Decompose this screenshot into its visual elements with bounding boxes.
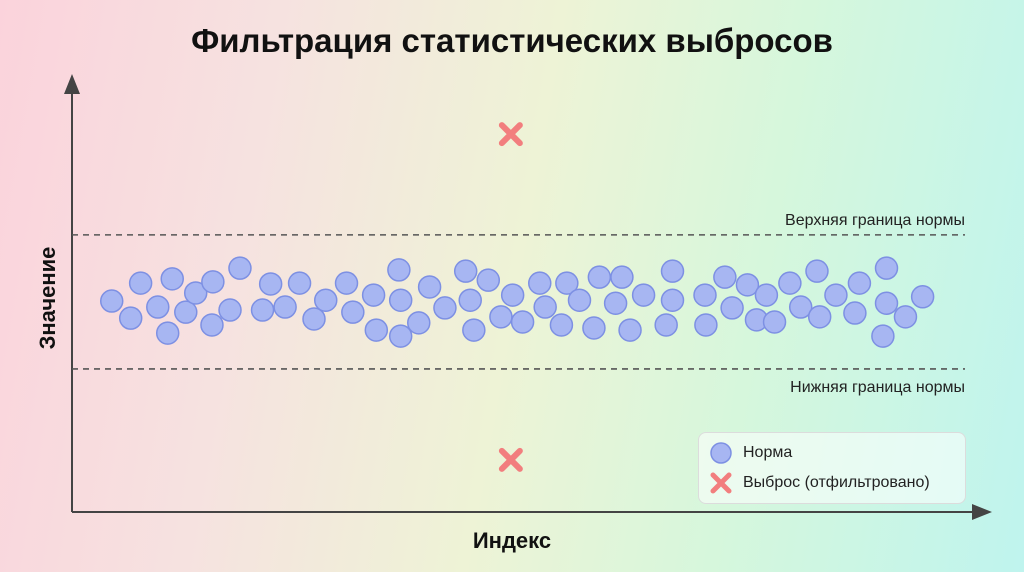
normal-point [582, 316, 606, 340]
normal-point [453, 259, 478, 283]
y-axis-label: Значение [35, 247, 60, 350]
normal-point [407, 311, 431, 335]
cross-marker-icon [710, 472, 732, 494]
normal-point [567, 288, 592, 312]
normal-point [762, 310, 787, 334]
normal-point [258, 272, 283, 296]
normal-point [807, 305, 832, 329]
normal-point [843, 301, 867, 325]
normal-point [847, 271, 872, 295]
legend-item-normal: Норма [709, 441, 792, 465]
normal-point [660, 288, 685, 312]
normal-point [874, 256, 899, 280]
normal-point [364, 318, 389, 342]
normal-point [476, 268, 501, 292]
normal-point [693, 283, 717, 307]
normal-point [458, 288, 482, 312]
normal-point [510, 310, 535, 334]
upper-bound-label: Верхняя граница нормы [785, 212, 965, 229]
normal-point [489, 305, 513, 329]
normal-point [183, 281, 208, 305]
x-axis-label: Индекс [473, 528, 551, 553]
normal-point [528, 271, 552, 295]
normal-point [618, 318, 642, 342]
normal-point [788, 295, 813, 319]
normal-point [146, 295, 170, 319]
legend-label: Норма [743, 444, 793, 461]
normal-point [587, 265, 612, 289]
normal-point [462, 318, 486, 342]
normal-point [549, 313, 574, 337]
chart-title: Фильтрация статистических выбросов [191, 22, 833, 59]
normal-point [302, 307, 326, 331]
normal-point [500, 283, 525, 307]
normal-point [735, 273, 760, 297]
normal-point [871, 324, 895, 348]
normal-point [654, 313, 678, 337]
normal-point [341, 300, 365, 324]
circle-marker-icon [710, 442, 732, 464]
normal-point [778, 271, 802, 295]
normal-point [99, 289, 124, 313]
normal-point [603, 291, 628, 315]
normal-point [313, 288, 338, 312]
normal-point [713, 265, 737, 289]
normal-point [228, 256, 252, 280]
normal-point [910, 285, 935, 309]
normal-point [174, 300, 198, 324]
legend: Норма Выброс (отфильтровано) [698, 432, 966, 504]
normal-point [433, 296, 457, 320]
normal-point [694, 313, 718, 337]
normal-point [555, 271, 579, 295]
normal-point [417, 275, 442, 299]
normal-point [631, 283, 656, 307]
normal-point [287, 271, 312, 295]
normal-point [660, 259, 685, 283]
normal-point [273, 295, 297, 319]
normal-point [610, 265, 634, 289]
normal-point [334, 271, 359, 295]
legend-label: Выброс (отфильтровано) [743, 474, 930, 491]
outlier-point [498, 122, 523, 147]
normal-point [361, 283, 386, 307]
normal-point [250, 298, 275, 322]
legend-item-outlier: Выброс (отфильтровано) [709, 471, 930, 495]
normal-point [160, 267, 184, 291]
normal-point [388, 324, 413, 348]
normal-point [387, 258, 411, 282]
normal-point [893, 305, 918, 329]
normal-point [201, 270, 225, 294]
normal-point [200, 313, 224, 337]
normal-point [824, 283, 848, 307]
normal-point [874, 291, 899, 315]
normal-point [388, 288, 413, 312]
outlier-point [498, 447, 523, 472]
normal-point [155, 321, 180, 345]
normal-point [754, 283, 779, 307]
normal-point [720, 296, 744, 320]
normal-point [128, 271, 153, 295]
lower-bound-label: Нижняя граница нормы [790, 379, 965, 396]
normal-point [805, 259, 829, 283]
normal-point [218, 298, 242, 322]
normal-point [118, 306, 143, 330]
normal-point [533, 295, 557, 319]
